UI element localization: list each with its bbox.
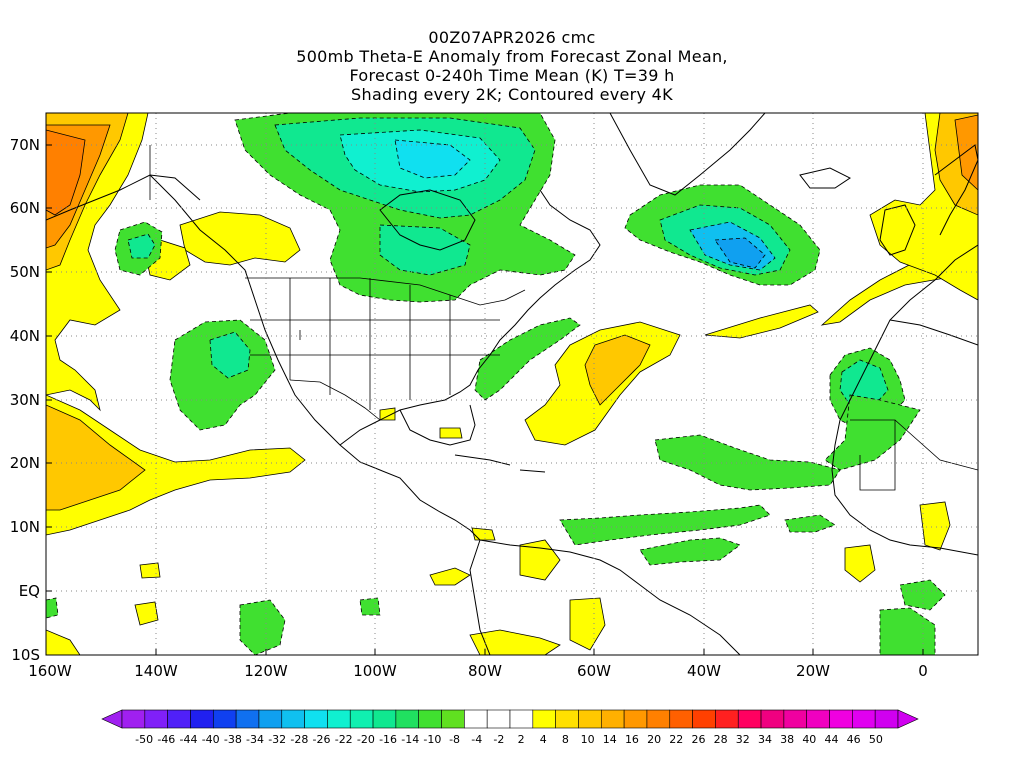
lat-label: 30N [9,391,40,409]
lon-label: 40W [687,662,721,680]
colorbar-tick-label: -40 [201,733,220,746]
colorbar-tick-label: 28 [713,733,728,746]
colorbar-tick-label: -28 [290,733,309,746]
colorbar-tick-label: 32 [735,733,750,746]
colorbar-tick-label: 20 [647,733,662,746]
lon-label: 20W [796,662,830,680]
colorbar-tick-label: 8 [561,733,569,746]
colorbar-tick-label: -10 [423,733,442,746]
lon-label: 120W [244,662,288,680]
colorbar-tick-label: -14 [401,733,420,746]
colorbar-tick-label: 4 [539,733,547,746]
colorbar-tick-label: -4 [471,733,483,746]
graticule [46,113,978,655]
lat-label: 20N [9,454,40,472]
colorbar-tick-label: -44 [179,733,198,746]
lat-label: 50N [9,263,40,281]
lon-label: 0 [918,662,928,680]
negative-anomaly-regions [46,113,946,655]
colorbar-tick-label: -16 [379,733,398,746]
colorbar-tick-label: -22 [334,733,353,746]
lat-label: 40N [9,327,40,345]
colorbar-tick-label: -34 [246,733,264,746]
lon-label: 60W [577,662,611,680]
lon-label: 140W [134,662,178,680]
lat-label: EQ [18,582,40,600]
chart-title-line3: Forecast 0-240h Time Mean (K) T=39 h [349,66,675,85]
plot-frame [45,112,979,656]
colorbar-tick-label: 38 [780,733,795,746]
lon-label: 160W [28,662,72,680]
lat-label: 70N [9,136,40,154]
colorbar-tick-label: -2 [493,733,505,746]
colorbar-tick-label: 16 [624,733,639,746]
chart-title-line4: Shading every 2K; Contoured every 4K [351,85,673,104]
colorbar-tick-label: 14 [602,733,617,746]
chart-title-line2: 500mb Theta-E Anomaly from Forecast Zona… [296,47,728,66]
coastlines [46,113,978,655]
political-borders [149,145,978,491]
colorbar-tick-label: -8 [449,733,461,746]
map-plot-area [46,113,978,655]
colorbar-tick-label: -38 [223,733,242,746]
colorbar-tick-label: 44 [824,733,839,746]
lon-label: 80W [468,662,502,680]
colorbar-tick-label: 2 [517,733,525,746]
lon-label: 100W [353,662,397,680]
axis-ticks [46,144,924,655]
colorbar-tick-label: -46 [157,733,176,746]
lat-label: 10N [9,518,40,536]
colorbar-tick-label: 40 [802,733,817,746]
colorbar-tick-label: 10 [580,733,595,746]
lat-label: 60N [9,199,40,217]
colorbar-tick-label: 22 [669,733,684,746]
colorbar-tick-label: 46 [846,733,861,746]
colorbar-tick-label: -20 [356,733,375,746]
colorbar-tick-label: 50 [868,733,883,746]
colorbar-tick-label: -50 [135,733,154,746]
colorbar-tick-label: 34 [757,733,772,746]
colorbar-tick-label: 26 [691,733,706,746]
colorbar-tick-label: -32 [268,733,287,746]
colorbar-tick-label: -26 [312,733,331,746]
lat-label: 10S [11,646,40,664]
positive-anomaly-regions [46,113,978,655]
chart-title-line1: 00Z07APR2026 cmc [428,28,596,47]
